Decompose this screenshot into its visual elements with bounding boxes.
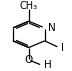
Text: I: I	[61, 43, 64, 53]
Text: CH₃: CH₃	[20, 1, 38, 11]
Text: N: N	[48, 23, 55, 33]
Text: O: O	[25, 55, 33, 65]
Text: H: H	[44, 60, 52, 70]
